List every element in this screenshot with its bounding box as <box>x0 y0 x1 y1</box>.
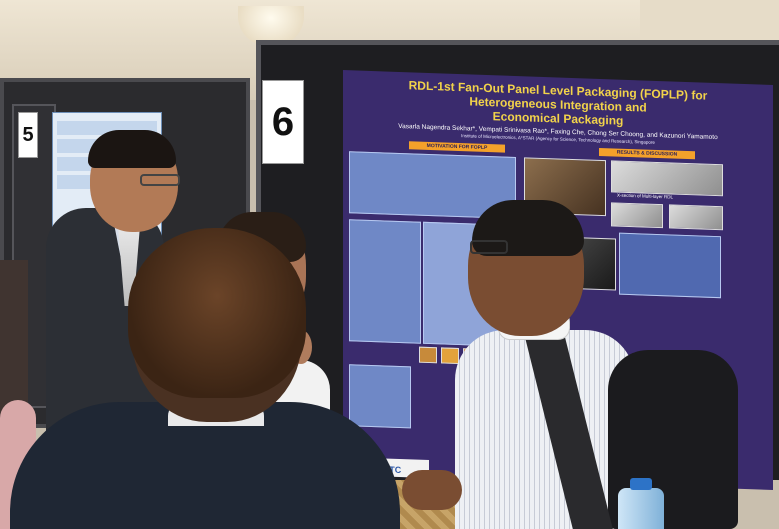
booth-number-card: 6 <box>262 80 304 164</box>
thermal-map <box>441 347 459 365</box>
sem-image <box>611 202 663 229</box>
right-listener-hair <box>472 200 584 256</box>
data-table <box>349 364 411 429</box>
right-listener-hands <box>402 470 462 510</box>
water-bottle <box>618 488 664 529</box>
section-header-results: RESULTS & DISCUSSION <box>599 147 695 160</box>
section-header-motivation: MOTIVATION FOR FOPLP <box>409 141 505 153</box>
process-flow-panel <box>349 219 421 344</box>
right-listener-glasses <box>470 240 508 254</box>
foreground-person-hair <box>128 228 306 398</box>
presenter-hair <box>88 130 176 168</box>
rdl-caption: X-section of Multi-layer RDL <box>617 192 674 200</box>
water-bottle-cap <box>630 478 652 490</box>
sem-image <box>669 204 723 231</box>
presenter-glasses <box>140 174 180 186</box>
thermal-map <box>419 346 437 364</box>
poster-title-line1: RDL-1st Fan-Out Panel Level Packaging (F… <box>408 78 708 115</box>
results-table <box>619 232 721 299</box>
rdl-cross-section-image <box>611 160 723 197</box>
booth-number-card-left: 5 <box>18 112 38 158</box>
